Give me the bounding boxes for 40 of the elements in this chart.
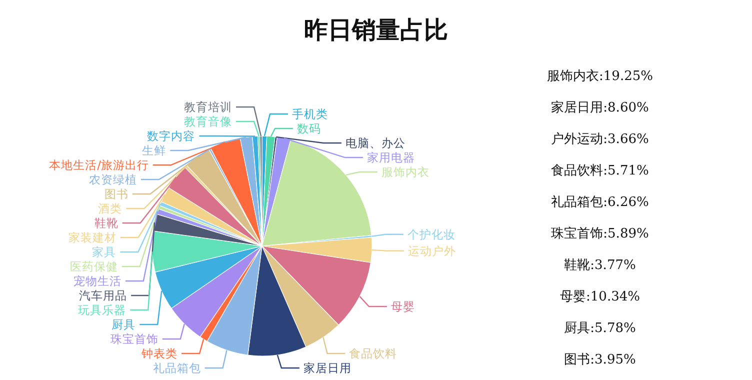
slice-label: 母婴 <box>390 300 415 314</box>
slice-label: 厨具 <box>112 318 136 332</box>
slice-label: 家具 <box>92 245 116 259</box>
text: 服饰内衣:19.25% <box>547 69 653 84</box>
text: 图书:3.95% <box>564 352 636 368</box>
text: 家居日用:8.60% <box>551 100 649 116</box>
chart-title: 昨日销量占比 <box>304 15 448 44</box>
slice-label: 图书 <box>104 187 128 201</box>
slice-label: 生鲜 <box>142 144 166 158</box>
slice-label: 农资绿植 <box>88 172 137 186</box>
slice-label: 服饰内衣 <box>381 165 430 180</box>
slice-label: 食品饮料 <box>349 346 398 360</box>
slice-label: 玩具乐器 <box>78 303 126 317</box>
text: 厨具:5.78% <box>564 321 636 336</box>
slice-label: 鞋靴 <box>94 216 118 230</box>
slice-label: 珠宝首饰 <box>110 332 158 346</box>
slice-label: 电脑、办公 <box>345 136 406 150</box>
text: 户外运动:3.66% <box>551 132 649 147</box>
text: 母婴:10.34% <box>560 290 640 304</box>
text: 礼品箱包:6.26% <box>551 195 649 210</box>
slice-label: 宠物生活 <box>73 274 122 288</box>
slice-label: 数字内容 <box>147 129 196 143</box>
slice-label: 家装建材 <box>68 230 116 244</box>
slice-label: 手机类 <box>292 107 328 122</box>
slice-label: 运动户外 <box>408 244 456 258</box>
text: 食品饮料:5.71% <box>551 164 649 178</box>
slice-label: 家用电器 <box>367 150 416 165</box>
slice-label: 家居日用 <box>303 361 352 375</box>
slice-label: 本地生活/旅游出行 <box>49 158 149 172</box>
slice-label: 汽车用品 <box>79 288 128 302</box>
text: 珠宝首饰:5.89% <box>551 226 649 242</box>
slice-label: 个护化妆 <box>407 227 456 242</box>
slice-label: 数码 <box>296 122 321 136</box>
slice-label: 酒类 <box>98 202 122 216</box>
slice-label: 礼品箱包 <box>152 361 201 375</box>
slice-label: 教育音像 <box>184 114 232 128</box>
slice-label: 钟表类 <box>140 346 178 360</box>
slice-label: 教育培训 <box>184 100 232 114</box>
text: 鞋靴:3.77% <box>564 258 636 273</box>
slice-label: 医药保健 <box>70 260 118 274</box>
